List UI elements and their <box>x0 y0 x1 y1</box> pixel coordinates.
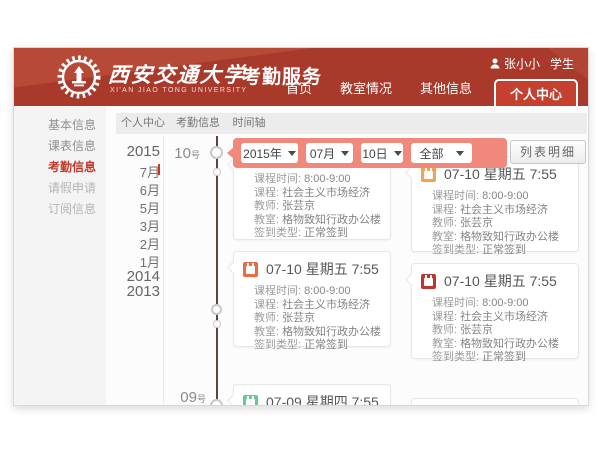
card-title: 07-09 星期四 7:55 <box>266 394 379 406</box>
university-name-zh: 西安交通大学 <box>107 64 247 87</box>
scale-year-2014[interactable]: 2014 <box>126 268 160 285</box>
attendance-card[interactable]: 07-09 星期四 7:55 <box>233 384 391 406</box>
sidebar-item-leave-request[interactable]: 请假申请 <box>48 181 97 195</box>
caret-down-icon <box>455 150 464 156</box>
breadcrumb-attendance-info[interactable]: 考勤信息 <box>172 113 230 134</box>
university-name-en: XI'AN JIAO TONG UNIVERSITY <box>110 87 248 94</box>
date-filter-bar: 2015年 07月 10日 全部 <box>227 138 507 168</box>
day-marker-10: 10号 <box>174 145 200 162</box>
breadcrumb: 个人中心 考勤信息 时间轴 <box>116 113 587 134</box>
sidebar-item-attendance-info[interactable]: 考勤信息 <box>48 160 97 174</box>
timeline-node <box>210 399 223 405</box>
attendance-card[interactable]: 07-10 星期五 7:55 课程时间: 8:00-9:00 课程: 社会主义市场经… <box>411 263 579 363</box>
scale-month-mar[interactable]: 3月 <box>139 219 160 234</box>
sidebar: 基本信息 课表信息 考勤信息 请假申请 订阅信息 <box>14 106 106 405</box>
attendance-card[interactable]: 07-10 星期五 7:55 课程时间: 8:00-9:00 课程: 社会主义市场经… <box>411 156 579 256</box>
sidebar-item-subscription-info[interactable]: 订阅信息 <box>48 202 97 216</box>
current-month-marker <box>158 164 160 175</box>
app-header: 西安交通大学 考勤服务 XI'AN JIAO TONG UNIVERSITY 张… <box>14 48 588 106</box>
timeline-node <box>213 320 221 328</box>
nav-item-other-info[interactable]: 其他信息 <box>419 81 472 96</box>
scale-month-may[interactable]: 5月 <box>139 201 160 216</box>
calendar-icon <box>243 394 258 405</box>
scope-select[interactable]: 全部 <box>411 143 472 163</box>
service-title: 考勤服务 <box>242 67 323 88</box>
nav-item-classrooms[interactable]: 教室情况 <box>339 81 392 96</box>
breadcrumb-timeline[interactable]: 时间轴 <box>226 113 278 134</box>
calendar-icon <box>421 166 436 182</box>
calendar-icon <box>421 273 436 289</box>
university-logo-icon <box>57 55 101 99</box>
nav-tab-personal-center[interactable]: 个人中心 <box>493 79 578 106</box>
timeline-axis <box>216 136 218 405</box>
card-title: 07-10 星期五 7:55 <box>444 166 557 182</box>
scale-month-jul[interactable]: 7月 <box>139 165 160 180</box>
scale-year-2015[interactable]: 2015 <box>126 143 160 160</box>
timeline-node <box>213 168 221 176</box>
calendar-icon <box>243 261 258 277</box>
sidebar-item-basic-info[interactable]: 基本信息 <box>48 118 97 132</box>
nav-item-home[interactable]: 首页 <box>285 81 312 96</box>
person-icon <box>490 58 500 69</box>
timeline-node <box>210 146 223 159</box>
scale-month-feb[interactable]: 2月 <box>139 237 160 252</box>
user-info[interactable]: 张小小 学生 <box>490 55 574 72</box>
day-select[interactable]: 10日 <box>361 143 403 163</box>
scale-year-2013[interactable]: 2013 <box>126 283 160 300</box>
list-detail-button[interactable]: 列表明细 <box>510 140 586 164</box>
user-name: 张小小 <box>503 57 540 71</box>
caret-down-icon <box>393 150 402 156</box>
app-window: 西安交通大学 考勤服务 XI'AN JIAO TONG UNIVERSITY 张… <box>13 47 589 406</box>
scale-month-jun[interactable]: 6月 <box>139 183 160 198</box>
card-title: 07-10 星期五 7:55 <box>444 273 557 289</box>
month-select[interactable]: 07月 <box>306 143 353 163</box>
user-role: 学生 <box>549 57 574 71</box>
year-select[interactable]: 2015年 <box>241 143 298 163</box>
breadcrumb-personal-center[interactable]: 个人中心 <box>116 113 176 134</box>
scale-divider-line <box>163 136 164 405</box>
timeline-node <box>211 304 222 315</box>
scale-month-jan[interactable]: 1月 <box>139 255 160 270</box>
top-nav: 首页 教室情况 其他信息 个人中心 <box>272 78 578 106</box>
card-title: 07-10 星期五 7:55 <box>266 261 379 277</box>
caret-down-icon <box>287 150 296 156</box>
caret-down-icon <box>341 150 350 156</box>
sidebar-item-schedule-info[interactable]: 课表信息 <box>48 139 97 153</box>
attendance-card-partial[interactable] <box>411 398 579 405</box>
day-marker-09: 09号 <box>180 389 206 406</box>
attendance-card[interactable]: 07-10 星期五 7:55 课程时间: 8:00-9:00 课程: 社会主义市场经… <box>233 251 391 351</box>
